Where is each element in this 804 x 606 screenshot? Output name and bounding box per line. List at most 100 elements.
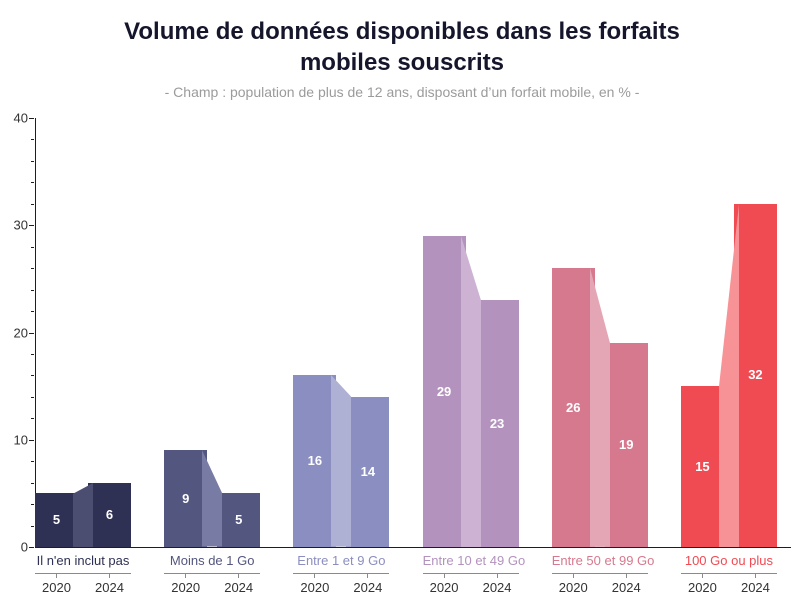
- category-label: Entre 50 et 99 Go: [551, 553, 655, 568]
- value-label-2024: 5: [235, 512, 243, 528]
- bar-2024: [346, 396, 390, 547]
- category-divider: [35, 573, 131, 578]
- category-label: Moins de 1 Go: [169, 553, 255, 568]
- y-axis-minor-tick: [31, 268, 34, 270]
- y-axis-tick: [29, 118, 34, 119]
- y-axis-minor-tick: [31, 396, 34, 398]
- y-axis-minor-tick: [31, 482, 34, 484]
- group-footer: Entre 1 et 9 Go 2020 2024: [293, 547, 390, 606]
- year-labels: 2020 2024: [423, 580, 519, 595]
- y-axis-tick: [29, 225, 34, 227]
- bar-2020: [680, 386, 724, 547]
- value-label-2024: 32: [748, 367, 763, 383]
- bar-2024: [475, 300, 519, 547]
- y-axis-tick: [29, 439, 34, 441]
- y-axis-tick: [29, 332, 34, 334]
- value-label-2020: 9: [182, 490, 190, 506]
- connector-band: [589, 268, 610, 547]
- value-label-2024: 6: [105, 506, 114, 522]
- y-axis-minor-tick: [31, 289, 34, 291]
- bar-group-6: 15 32 100 Go ou plus 2020 2024: [680, 118, 777, 606]
- group-footer: Moins de 1 Go 2020 2024: [164, 547, 261, 606]
- category-divider: [551, 573, 648, 578]
- bar-group-4: 29 23 Entre 10 et 49 Go 2020 2024: [422, 118, 526, 606]
- y-axis-label: 20: [13, 325, 28, 340]
- year-label-2024: 2024: [353, 580, 383, 595]
- value-label-2020: 15: [695, 458, 710, 474]
- bar-2024: [733, 203, 777, 547]
- y-axis-minor-tick: [31, 504, 34, 506]
- value-label-2024: 19: [619, 437, 634, 453]
- y-axis-label: 0: [20, 539, 28, 555]
- year-labels: 2020 2024: [164, 580, 260, 595]
- x-axis-line: [35, 547, 791, 548]
- category-label: Entre 10 et 49 Go: [422, 553, 526, 568]
- bar-chart: 0 10 20 30 40 5 6 Il n'en inclut pas 2020 2024 9 5…: [14, 111, 791, 606]
- y-axis-minor-tick: [31, 311, 34, 313]
- y-axis-minor-tick: [31, 525, 34, 527]
- chart-title-line2: mobiles souscrits: [299, 49, 505, 77]
- value-label-2020: 5: [52, 512, 61, 528]
- year-label-2024: 2024: [224, 580, 254, 595]
- bar-group-2: 9 5 Moins de 1 Go 2020 2024: [164, 118, 261, 606]
- value-label-2024: 23: [489, 415, 505, 431]
- bar-group-3: 16 14 Entre 1 et 9 Go 2020 2024: [293, 118, 390, 606]
- value-label-2020: 16: [307, 453, 323, 469]
- y-axis-minor-tick: [31, 182, 34, 184]
- group-footer: Entre 50 et 99 Go 2020 2024: [551, 547, 655, 606]
- chart-title-line1: Volume de données disponibles dans les f…: [124, 18, 680, 45]
- bar-2020: [551, 268, 595, 547]
- y-axis-label: 10: [13, 432, 28, 448]
- year-label-2020: 2020: [429, 580, 459, 595]
- category-label: 100 Go ou plus: [684, 553, 774, 568]
- y-axis-minor-tick: [31, 418, 34, 420]
- year-labels: 2020 2024: [681, 580, 777, 595]
- year-labels: 2020 2024: [552, 580, 648, 595]
- y-axis-minor-tick: [31, 375, 34, 377]
- year-label-2020: 2020: [171, 580, 201, 595]
- group-footer: 100 Go ou plus 2020 2024: [680, 547, 777, 606]
- bar-2020: [422, 235, 466, 547]
- bar-2024: [88, 482, 131, 547]
- bar-groups: 5 6 Il n'en inclut pas 2020 2024 9 5 Moins de 1…: [35, 118, 777, 606]
- category-divider: [293, 573, 390, 578]
- bar-group-1: 5 6 Il n'en inclut pas 2020 2024: [35, 118, 131, 606]
- year-label-2024: 2024: [482, 580, 512, 595]
- chart-subtitle: - Champ : population de plus de 12 ans, …: [164, 84, 640, 101]
- group-footer: Il n'en inclut pas 2020 2024: [35, 547, 131, 606]
- value-label-2024: 14: [360, 463, 376, 479]
- value-label-2020: 29: [436, 383, 452, 399]
- y-axis-label: 40: [13, 110, 28, 126]
- connector-band: [460, 235, 481, 547]
- value-label-2020: 26: [566, 399, 581, 415]
- chart-header: Volume de données disponibles dans les f…: [0, 16, 804, 100]
- connector-band: [718, 203, 739, 547]
- category-label: Entre 1 et 9 Go: [297, 553, 386, 568]
- year-label-2024: 2024: [740, 580, 770, 595]
- y-axis-minor-tick: [31, 160, 34, 162]
- year-label-2020: 2020: [558, 580, 588, 595]
- year-labels: 2020 2024: [35, 580, 131, 595]
- y-axis-line: [35, 118, 36, 548]
- category-divider: [680, 573, 777, 578]
- year-label-2024: 2024: [611, 580, 641, 595]
- year-label-2024: 2024: [95, 580, 124, 595]
- bar-2024: [217, 493, 261, 547]
- y-axis-label: 30: [13, 217, 28, 233]
- y-axis-tick: [29, 547, 34, 548]
- bar-2024: [604, 343, 648, 547]
- year-label-2020: 2020: [300, 580, 330, 595]
- connector-band: [202, 450, 223, 547]
- year-labels: 2020 2024: [293, 580, 389, 595]
- y-axis-minor-tick: [31, 353, 34, 355]
- chart-title: Volume de données disponibles dans les f…: [0, 16, 804, 78]
- y-axis-minor-tick: [31, 461, 34, 463]
- year-label-2020: 2020: [42, 580, 71, 595]
- y-axis-minor-tick: [31, 139, 34, 141]
- bar-group-5: 26 19 Entre 50 et 99 Go 2020 2024: [551, 118, 655, 606]
- group-footer: Entre 10 et 49 Go 2020 2024: [422, 547, 526, 606]
- category-divider: [422, 573, 519, 578]
- category-label: Il n'en inclut pas: [36, 553, 130, 568]
- bar-2020: [293, 375, 337, 547]
